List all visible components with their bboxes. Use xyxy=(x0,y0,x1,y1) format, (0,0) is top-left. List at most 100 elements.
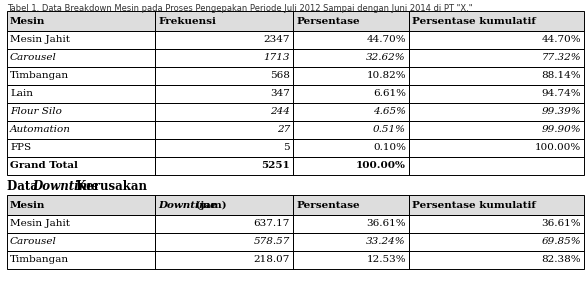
Text: 99.39%: 99.39% xyxy=(541,107,581,117)
Text: Tabel 1. Data Breakdown Mesin pada Proses Pengepakan Periode Juli 2012 Sampai de: Tabel 1. Data Breakdown Mesin pada Prose… xyxy=(7,4,473,13)
Bar xyxy=(409,31,584,49)
Text: Persentase: Persentase xyxy=(296,16,360,26)
Bar xyxy=(155,31,293,49)
Bar xyxy=(293,11,409,31)
Bar xyxy=(293,67,409,85)
Text: 218.07: 218.07 xyxy=(254,256,290,264)
Bar xyxy=(7,121,155,139)
Text: Persentase: Persentase xyxy=(296,200,360,210)
Bar xyxy=(7,11,155,31)
Text: Mesin Jahit: Mesin Jahit xyxy=(10,220,70,228)
Bar xyxy=(7,139,155,157)
Text: 12.53%: 12.53% xyxy=(366,256,406,264)
Text: 69.85%: 69.85% xyxy=(541,238,581,246)
Text: 27: 27 xyxy=(277,125,290,135)
Text: 0.10%: 0.10% xyxy=(373,143,406,152)
Bar xyxy=(7,195,155,215)
Text: Persentase kumulatif: Persentase kumulatif xyxy=(412,200,536,210)
Bar xyxy=(293,195,409,215)
Bar xyxy=(409,67,584,85)
Bar xyxy=(409,139,584,157)
Bar xyxy=(293,103,409,121)
Text: Carousel: Carousel xyxy=(10,238,57,246)
Text: 32.62%: 32.62% xyxy=(366,53,406,63)
Bar xyxy=(155,11,293,31)
Bar xyxy=(409,85,584,103)
Text: 36.61%: 36.61% xyxy=(541,220,581,228)
Text: 5251: 5251 xyxy=(261,162,290,170)
Text: 100.00%: 100.00% xyxy=(535,143,581,152)
Text: 100.00%: 100.00% xyxy=(356,162,406,170)
Text: Mesin: Mesin xyxy=(10,16,46,26)
Bar xyxy=(7,215,155,233)
Bar xyxy=(409,233,584,251)
Text: Data: Data xyxy=(7,180,42,192)
Text: 44.70%: 44.70% xyxy=(366,35,406,45)
Bar xyxy=(409,49,584,67)
Bar xyxy=(155,103,293,121)
Text: 578.57: 578.57 xyxy=(254,238,290,246)
Bar xyxy=(7,31,155,49)
Bar xyxy=(293,233,409,251)
Bar xyxy=(155,121,293,139)
Text: 637.17: 637.17 xyxy=(254,220,290,228)
Text: Automation: Automation xyxy=(10,125,71,135)
Bar xyxy=(155,233,293,251)
Bar xyxy=(409,11,584,31)
Bar xyxy=(7,11,155,31)
Text: Grand Total: Grand Total xyxy=(10,162,78,170)
Bar xyxy=(155,195,293,215)
Text: FPS: FPS xyxy=(10,143,31,152)
Text: 10.82%: 10.82% xyxy=(366,71,406,81)
Text: Persentase kumulatif: Persentase kumulatif xyxy=(412,16,536,26)
Text: Timbangan: Timbangan xyxy=(10,256,69,264)
Text: 568: 568 xyxy=(270,71,290,81)
Text: 347: 347 xyxy=(270,89,290,99)
Text: Mesin: Mesin xyxy=(10,200,46,210)
Text: 4.65%: 4.65% xyxy=(373,107,406,117)
Bar xyxy=(293,215,409,233)
Bar xyxy=(293,49,409,67)
Text: 77.32%: 77.32% xyxy=(541,53,581,63)
Bar xyxy=(155,11,293,31)
Text: Kerusakan: Kerusakan xyxy=(72,180,147,192)
Bar xyxy=(293,121,409,139)
Text: Flour Silo: Flour Silo xyxy=(10,107,62,117)
Bar xyxy=(7,67,155,85)
Text: 44.70%: 44.70% xyxy=(541,35,581,45)
Text: 6.61%: 6.61% xyxy=(373,89,406,99)
Text: 88.14%: 88.14% xyxy=(541,71,581,81)
Text: 5: 5 xyxy=(283,143,290,152)
Text: 2347: 2347 xyxy=(263,35,290,45)
Text: (jam): (jam) xyxy=(192,200,226,210)
Bar xyxy=(155,85,293,103)
Bar xyxy=(155,67,293,85)
Bar xyxy=(293,157,409,175)
Bar xyxy=(7,195,155,215)
Text: Downtime: Downtime xyxy=(158,200,216,210)
Text: Lain: Lain xyxy=(10,89,33,99)
Text: 99.90%: 99.90% xyxy=(541,125,581,135)
Text: 82.38%: 82.38% xyxy=(541,256,581,264)
Bar xyxy=(409,251,584,269)
Bar xyxy=(409,121,584,139)
Bar xyxy=(293,85,409,103)
Bar xyxy=(409,215,584,233)
Text: Carousel: Carousel xyxy=(10,53,57,63)
Bar xyxy=(155,251,293,269)
Bar xyxy=(7,49,155,67)
Bar xyxy=(155,215,293,233)
Text: Mesin Jahit: Mesin Jahit xyxy=(10,35,70,45)
Bar xyxy=(7,85,155,103)
Bar xyxy=(409,103,584,121)
Text: Timbangan: Timbangan xyxy=(10,71,69,81)
Text: 0.51%: 0.51% xyxy=(373,125,406,135)
Bar xyxy=(293,251,409,269)
Bar xyxy=(409,195,584,215)
Text: 1713: 1713 xyxy=(263,53,290,63)
Text: Downtime: Downtime xyxy=(33,180,99,192)
Text: 36.61%: 36.61% xyxy=(366,220,406,228)
Bar xyxy=(293,195,409,215)
Bar xyxy=(155,49,293,67)
Text: 94.74%: 94.74% xyxy=(541,89,581,99)
